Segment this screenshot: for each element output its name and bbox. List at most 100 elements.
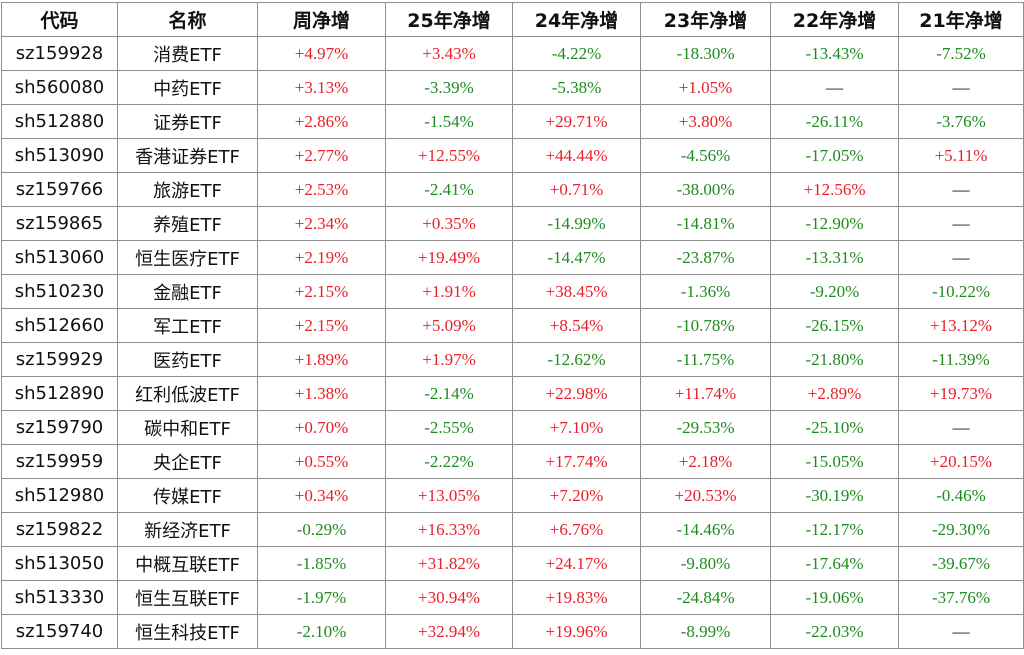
change-cell: +0.34%	[257, 478, 386, 513]
change-cell: -23.87%	[640, 240, 771, 275]
name-cell: 央企ETF	[117, 444, 258, 479]
change-cell: +20.15%	[898, 444, 1024, 479]
change-cell: +2.18%	[640, 444, 771, 479]
table-header: 代码 名称 周净增 25年净增 24年净增 23年净增 22年净增 21年净增	[1, 2, 1024, 37]
change-cell: -9.20%	[770, 274, 899, 309]
change-cell: +12.55%	[385, 138, 513, 173]
change-cell: -1.36%	[640, 274, 771, 309]
change-cell: +2.77%	[257, 138, 386, 173]
code-cell: sz159790	[1, 410, 118, 445]
table-row: sh513330 恒生互联ETF -1.97% +30.94% +19.83% -24.8…	[1, 580, 1024, 615]
change-cell: —	[898, 172, 1024, 207]
name-cell: 恒生互联ETF	[117, 580, 258, 615]
name-cell: 恒生科技ETF	[117, 614, 258, 649]
change-cell: -0.46%	[898, 478, 1024, 513]
change-cell: -30.19%	[770, 478, 899, 513]
change-cell: +3.43%	[385, 36, 513, 71]
change-cell: -37.76%	[898, 580, 1024, 615]
change-cell: —	[770, 70, 899, 105]
name-cell: 养殖ETF	[117, 206, 258, 241]
table-row: sh512890 红利低波ETF +1.38% -2.14% +22.98% +11.74…	[1, 376, 1024, 411]
code-cell: sz159929	[1, 342, 118, 377]
table-row: sh513050 中概互联ETF -1.85% +31.82% +24.17% -9.80…	[1, 546, 1024, 581]
change-cell: +8.54%	[512, 308, 641, 343]
table-row: sh512880 证券ETF +2.86% -1.54% +29.71% +3.80% -2…	[1, 104, 1024, 139]
name-cell: 香港证券ETF	[117, 138, 258, 173]
change-cell: -29.30%	[898, 512, 1024, 547]
change-cell: -39.67%	[898, 546, 1024, 581]
change-cell: +13.12%	[898, 308, 1024, 343]
name-cell: 中概互联ETF	[117, 546, 258, 581]
header-row: 代码 名称 周净增 25年净增 24年净增 23年净增 22年净增 21年净增	[1, 2, 1024, 37]
change-cell: -29.53%	[640, 410, 771, 445]
table-row: sh560080 中药ETF +3.13% -3.39% -5.38% +1.05% — —	[1, 70, 1024, 105]
change-cell: -14.81%	[640, 206, 771, 241]
header-cell: 周净增	[257, 2, 386, 37]
name-cell: 碳中和ETF	[117, 410, 258, 445]
change-cell: -13.43%	[770, 36, 899, 71]
header-cell: 25年净增	[385, 2, 513, 37]
table-row: sh510230 金融ETF +2.15% +1.91% +38.45% -1.36% -9…	[1, 274, 1024, 309]
change-cell: -2.10%	[257, 614, 386, 649]
change-cell: —	[898, 410, 1024, 445]
change-cell: +17.74%	[512, 444, 641, 479]
code-cell: sz159959	[1, 444, 118, 479]
change-cell: -2.22%	[385, 444, 513, 479]
table-row: sz159790 碳中和ETF +0.70% -2.55% +7.10% -29.53% -…	[1, 410, 1024, 445]
code-cell: sz159865	[1, 206, 118, 241]
change-cell: +5.09%	[385, 308, 513, 343]
name-cell: 金融ETF	[117, 274, 258, 309]
table-row: sz159928 消费ETF +4.97% +3.43% -4.22% -18.30% -1…	[1, 36, 1024, 71]
change-cell: -11.75%	[640, 342, 771, 377]
change-cell: +2.34%	[257, 206, 386, 241]
change-cell: +2.89%	[770, 376, 899, 411]
code-cell: sh513330	[1, 580, 118, 615]
change-cell: -10.22%	[898, 274, 1024, 309]
change-cell: +6.76%	[512, 512, 641, 547]
header-cell: 22年净增	[770, 2, 899, 37]
change-cell: -12.17%	[770, 512, 899, 547]
header-cell: 24年净增	[512, 2, 641, 37]
table-row: sh512980 传媒ETF +0.34% +13.05% +7.20% +20.53% -…	[1, 478, 1024, 513]
change-cell: +19.49%	[385, 240, 513, 275]
change-cell: -17.05%	[770, 138, 899, 173]
change-cell: -7.52%	[898, 36, 1024, 71]
name-cell: 消费ETF	[117, 36, 258, 71]
name-cell: 红利低波ETF	[117, 376, 258, 411]
change-cell: +19.96%	[512, 614, 641, 649]
table-row: sz159959 央企ETF +0.55% -2.22% +17.74% +2.18% -1…	[1, 444, 1024, 479]
name-cell: 新经济ETF	[117, 512, 258, 547]
change-cell: -14.46%	[640, 512, 771, 547]
change-cell: -9.80%	[640, 546, 771, 581]
change-cell: -5.38%	[512, 70, 641, 105]
change-cell: -17.64%	[770, 546, 899, 581]
change-cell: +3.13%	[257, 70, 386, 105]
change-cell: +22.98%	[512, 376, 641, 411]
change-cell: -24.84%	[640, 580, 771, 615]
change-cell: -13.31%	[770, 240, 899, 275]
change-cell: +12.56%	[770, 172, 899, 207]
change-cell: -4.22%	[512, 36, 641, 71]
change-cell: —	[898, 240, 1024, 275]
change-cell: +2.19%	[257, 240, 386, 275]
code-cell: sz159766	[1, 172, 118, 207]
table-row: sz159822 新经济ETF -0.29% +16.33% +6.76% -14.46%…	[1, 512, 1024, 547]
name-cell: 中药ETF	[117, 70, 258, 105]
name-cell: 恒生医疗ETF	[117, 240, 258, 275]
change-cell: +29.71%	[512, 104, 641, 139]
table-row: sz159766 旅游ETF +2.53% -2.41% +0.71% -38.00% +1…	[1, 172, 1024, 207]
table-row: sh512660 军工ETF +2.15% +5.09% +8.54% -10.78% -2…	[1, 308, 1024, 343]
table-body: sz159928 消费ETF +4.97% +3.43% -4.22% -18.30% -1…	[1, 36, 1024, 649]
code-cell: sh510230	[1, 274, 118, 309]
change-cell: -25.10%	[770, 410, 899, 445]
code-cell: sz159928	[1, 36, 118, 71]
table-row: sz159740 恒生科技ETF -2.10% +32.94% +19.96% -8.99…	[1, 614, 1024, 649]
change-cell: +19.73%	[898, 376, 1024, 411]
change-cell: —	[898, 206, 1024, 241]
change-cell: +4.97%	[257, 36, 386, 71]
name-cell: 军工ETF	[117, 308, 258, 343]
name-cell: 证券ETF	[117, 104, 258, 139]
header-cell: 名称	[117, 2, 258, 37]
code-cell: sh513090	[1, 138, 118, 173]
code-cell: sh513060	[1, 240, 118, 275]
